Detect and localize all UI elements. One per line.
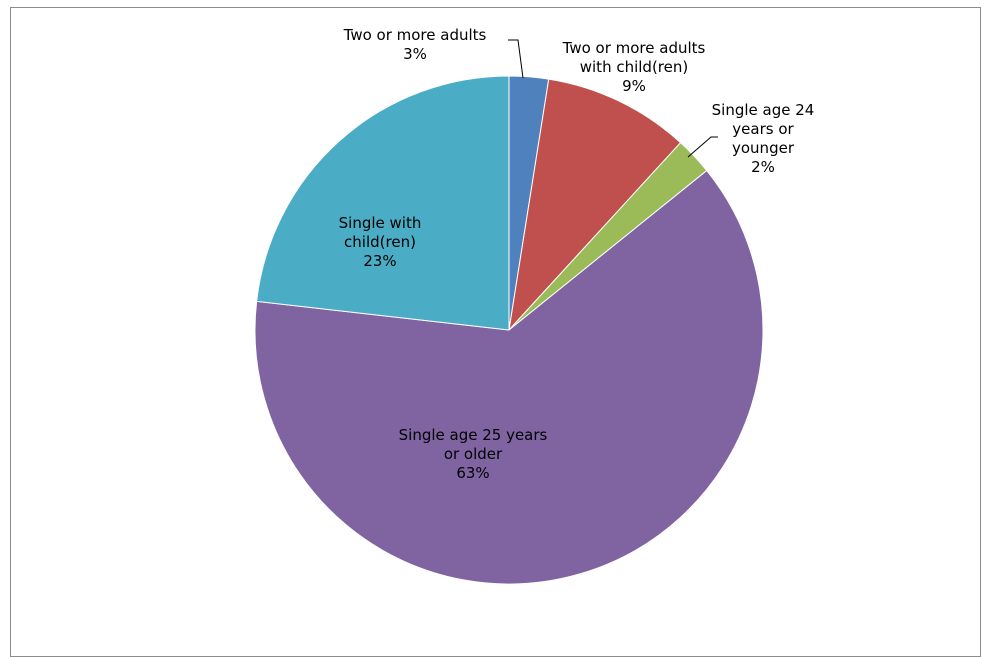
slice-labels: Two or more adults 3% Two or more adults wi…	[339, 26, 815, 482]
leader-lines	[508, 39, 718, 158]
pie-slice-3	[254, 169, 764, 585]
slice-label-0: Two or more adults 3%	[343, 26, 487, 63]
slice-label-line: Single with	[339, 214, 422, 232]
slice-label-line: 23%	[363, 252, 396, 270]
slice-label-2: Single age 24 years or younger 2%	[712, 101, 815, 176]
slice-label-line: 3%	[403, 45, 427, 63]
slice-label-line: with child(ren)	[580, 58, 688, 76]
pie-slice-4	[256, 75, 510, 331]
leader-line-0	[508, 39, 524, 79]
slice-label-line: 63%	[456, 464, 489, 482]
slice-label-line: Two or more adults	[343, 26, 487, 44]
slice-label-3: Single age 25 years or older 63%	[399, 426, 548, 482]
pie-chart: Two or more adults 3% Two or more adults wi…	[254, 26, 815, 585]
slice-label-1: Two or more adults with child(ren) 9%	[562, 39, 706, 95]
pie-slice-1	[508, 78, 682, 332]
pie-slices	[254, 75, 764, 585]
slice-label-4: Single with child(ren) 23%	[339, 214, 422, 270]
slice-label-line: 9%	[622, 77, 646, 95]
slice-label-line: or older	[444, 445, 503, 463]
slice-label-line: Single age 24	[712, 101, 815, 119]
slice-label-line: child(ren)	[344, 233, 416, 251]
slice-label-line: Two or more adults	[562, 39, 706, 57]
slice-label-line: Single age 25 years	[399, 426, 548, 444]
slice-label-line: younger	[732, 139, 795, 157]
slice-label-line: years or	[732, 120, 794, 138]
slice-label-line: 2%	[751, 158, 775, 176]
leader-line-2	[687, 136, 718, 158]
